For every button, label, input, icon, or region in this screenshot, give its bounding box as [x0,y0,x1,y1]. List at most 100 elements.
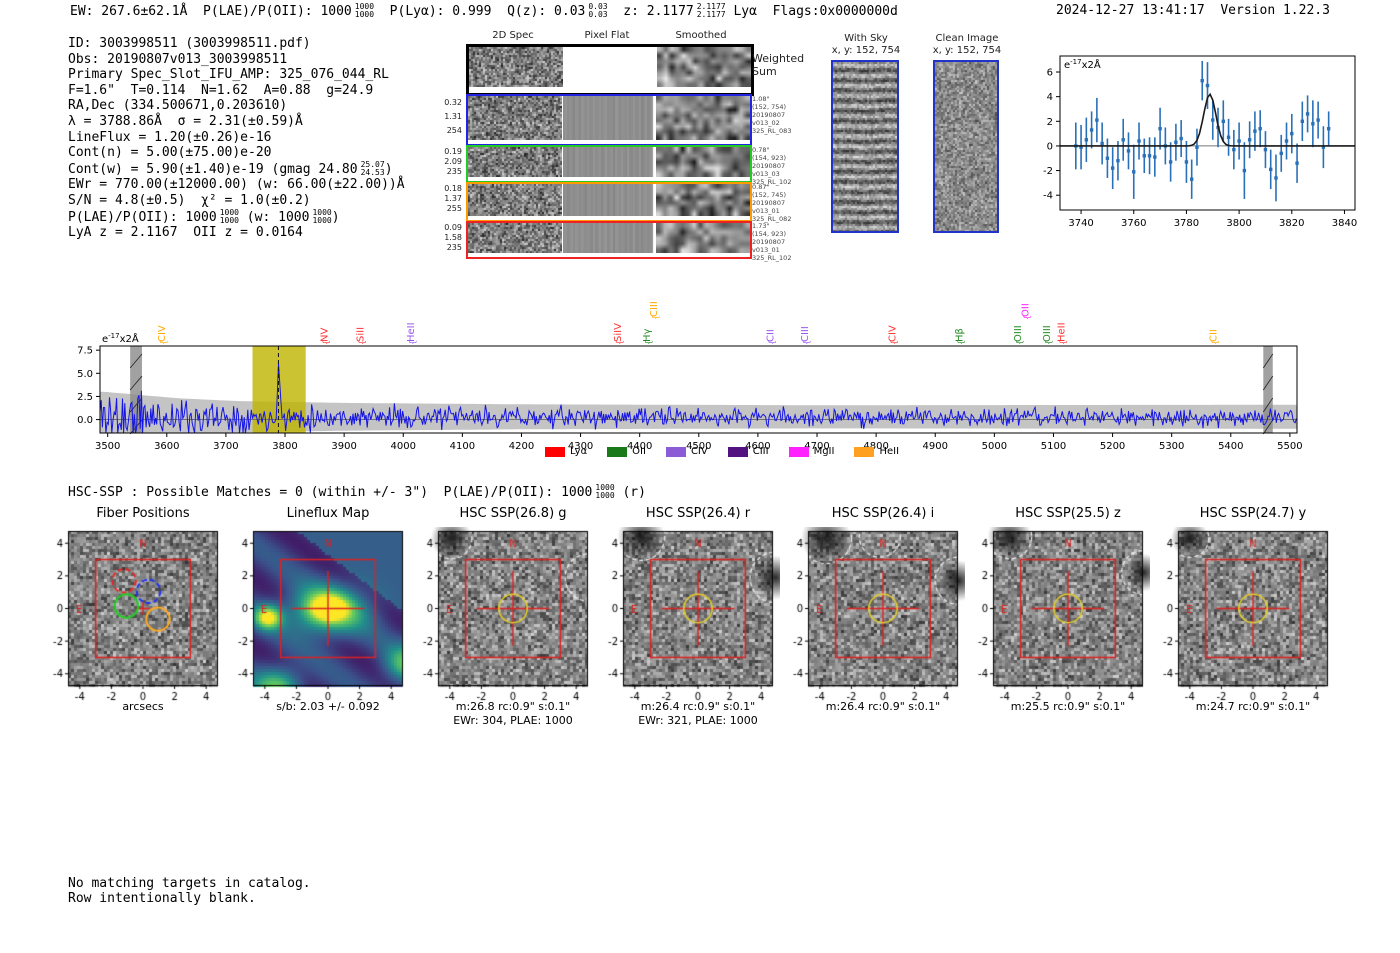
row-stat-label: 2.09 [444,157,462,166]
spec2d-image [468,184,562,216]
y-tick-label: 0.0 [77,415,93,426]
lineflux-map-image [225,527,415,703]
info-line: LyA z = 2.1167 OII z = 0.0164 [68,225,405,241]
cutout-title: HSC SSP(26.8) g [459,506,567,521]
data-point [1326,126,1331,131]
spectrum-line [99,363,1297,434]
row-id-label: Sum [752,65,777,78]
data-point [1116,159,1120,163]
hsc-y-image [1150,527,1340,703]
row-id-label: (154, 923) [752,230,787,238]
stacked-fraction: 1000 1000 [354,2,375,19]
clean-image-title: Clean Image [935,33,999,44]
row-id-label: (152, 754) [752,103,787,111]
cutout-caption: m:26.4 rc:0.9" s:0.1" [640,700,756,713]
pixel-flat-image [563,96,655,140]
data-point [1195,145,1199,149]
text-segment: (w: 1000 [238,209,310,225]
cutout-caption: m:24.7 rc:0.9" s:0.1" [1195,700,1311,713]
x-tick-label: 4400 [627,441,652,452]
line-id-brace: { [1015,340,1024,345]
header-summary: EW: 267.6±62.1Å P(LAE)/P(OII): 1000 1000 1… [70,2,898,20]
legend-item: CIII [727,446,769,457]
tspan-mark: x2Å [1082,58,1101,71]
x-tick-label: 4100 [450,441,475,452]
legend-swatch [545,446,565,457]
line-id-label: HeII [1057,322,1068,342]
data-point [1153,155,1157,159]
pixel-flat-image [563,184,655,216]
spectrum-legend: Lyα OII CIV CIII MgII HeII [545,446,899,457]
cutout-caption: arcsecs [122,700,164,713]
y-tick-label: 2 [1047,117,1053,128]
with-sky-coords: x, y: 152, 754 [831,45,901,56]
data-point [1279,151,1283,156]
x-tick-label: 4300 [568,441,593,452]
data-point [1126,149,1131,153]
legend-label: CIII [752,446,769,457]
spec2d-row-left-labels: 0.19 2.09 235 [430,147,462,177]
x-tick-label: 5400 [1218,441,1243,452]
data-point [1105,156,1110,160]
data-point [1137,139,1141,143]
hatch-line [1262,419,1274,435]
row-id-label: 325_RL_083 [752,127,792,135]
flux-units-annotation: e-17x2Å [1064,58,1101,71]
row-id-label: (154, 923) [752,154,787,162]
data-point [1168,160,1173,164]
spec2d-row-right-labels: 0.78" (154, 923) 20190807 v013_03 325_RL_102 [752,146,822,186]
legend-label: Lyα [570,446,588,457]
row-stat-label: 0.32 [444,98,462,107]
x-tick-label: 3600 [154,441,179,452]
y-tick-label: 7.5 [77,346,93,357]
x-tick-label: 4500 [686,441,711,452]
line-id-label: CII [765,329,776,342]
spec2d-image [469,47,563,87]
clean-image-frame [933,60,999,233]
y-tick-label: -2 [1043,166,1053,177]
cutout-caption: EWr: 304, PLAE: 1000 [453,714,573,727]
smoothed-image [656,96,750,140]
cutout-title: Lineflux Map [286,506,370,521]
with-sky-title: With Sky [844,33,888,44]
line-id-brace: { [358,340,367,345]
y-tick-label: 0 [1047,141,1053,152]
text-segment: P(LAE)/P(OII): 1000 [68,209,217,225]
info-line: S/N = 4.8(±0.5) χ² = 1.0(±0.2) [68,193,405,209]
spec2d-image [468,96,562,140]
data-point [1089,128,1094,132]
hsc-r-image [595,527,785,703]
gaussian-fit-curve [1060,92,1355,147]
legend-swatch [727,446,748,457]
spec2d-image [468,223,562,253]
spec2d-row-left-labels: 0.32 1.31 254 [430,96,462,138]
spec2d-row-right-labels: 1.08" (152, 754) 20190807 v013_02 325_RL_083 [752,95,822,135]
stacked-fraction: 0.03 0.03 [588,2,608,19]
row-id-label: v013_03 [752,170,780,178]
line-id-brace: { [159,340,168,345]
data-point [1205,83,1210,88]
data-point [1274,176,1278,180]
row-id-label: (152, 745) [752,191,787,199]
pixel-flat-image [564,47,656,87]
row-stat-label: 235 [446,243,462,252]
line-id-brace: { [767,340,776,345]
line-id-label: CIII [800,326,811,342]
hsc-match-summary: HSC-SSP : Possible Matches = 0 (within +… [68,483,646,501]
line-id-label: CIV [157,325,168,342]
x-tick-label: 4900 [923,441,948,452]
data-point [1242,168,1247,173]
text-segment: Primary Spec_Slot_IFU_AMP: 325_076_044_R… [68,67,389,83]
data-point [1305,112,1310,116]
text-segment: RA,Dec (334.500671,0.203610) [68,98,288,114]
cutout-caption: m:26.4 rc:0.9" s:0.1" [825,700,941,713]
stacked-fraction: 1000 1000 [595,483,615,500]
spec2d-row [466,44,754,96]
line-id-label: Hβ [954,328,965,342]
hsc-z-image [965,527,1155,703]
cutout-title: Fiber Positions [96,506,190,521]
data-point [1147,154,1152,158]
text-segment: Lyα Flags:0x0000000d [725,4,898,19]
legend-swatch [665,446,686,457]
text-segment: S/N = 4.8(±0.5) χ² = 1.0(±0.2) [68,192,311,208]
